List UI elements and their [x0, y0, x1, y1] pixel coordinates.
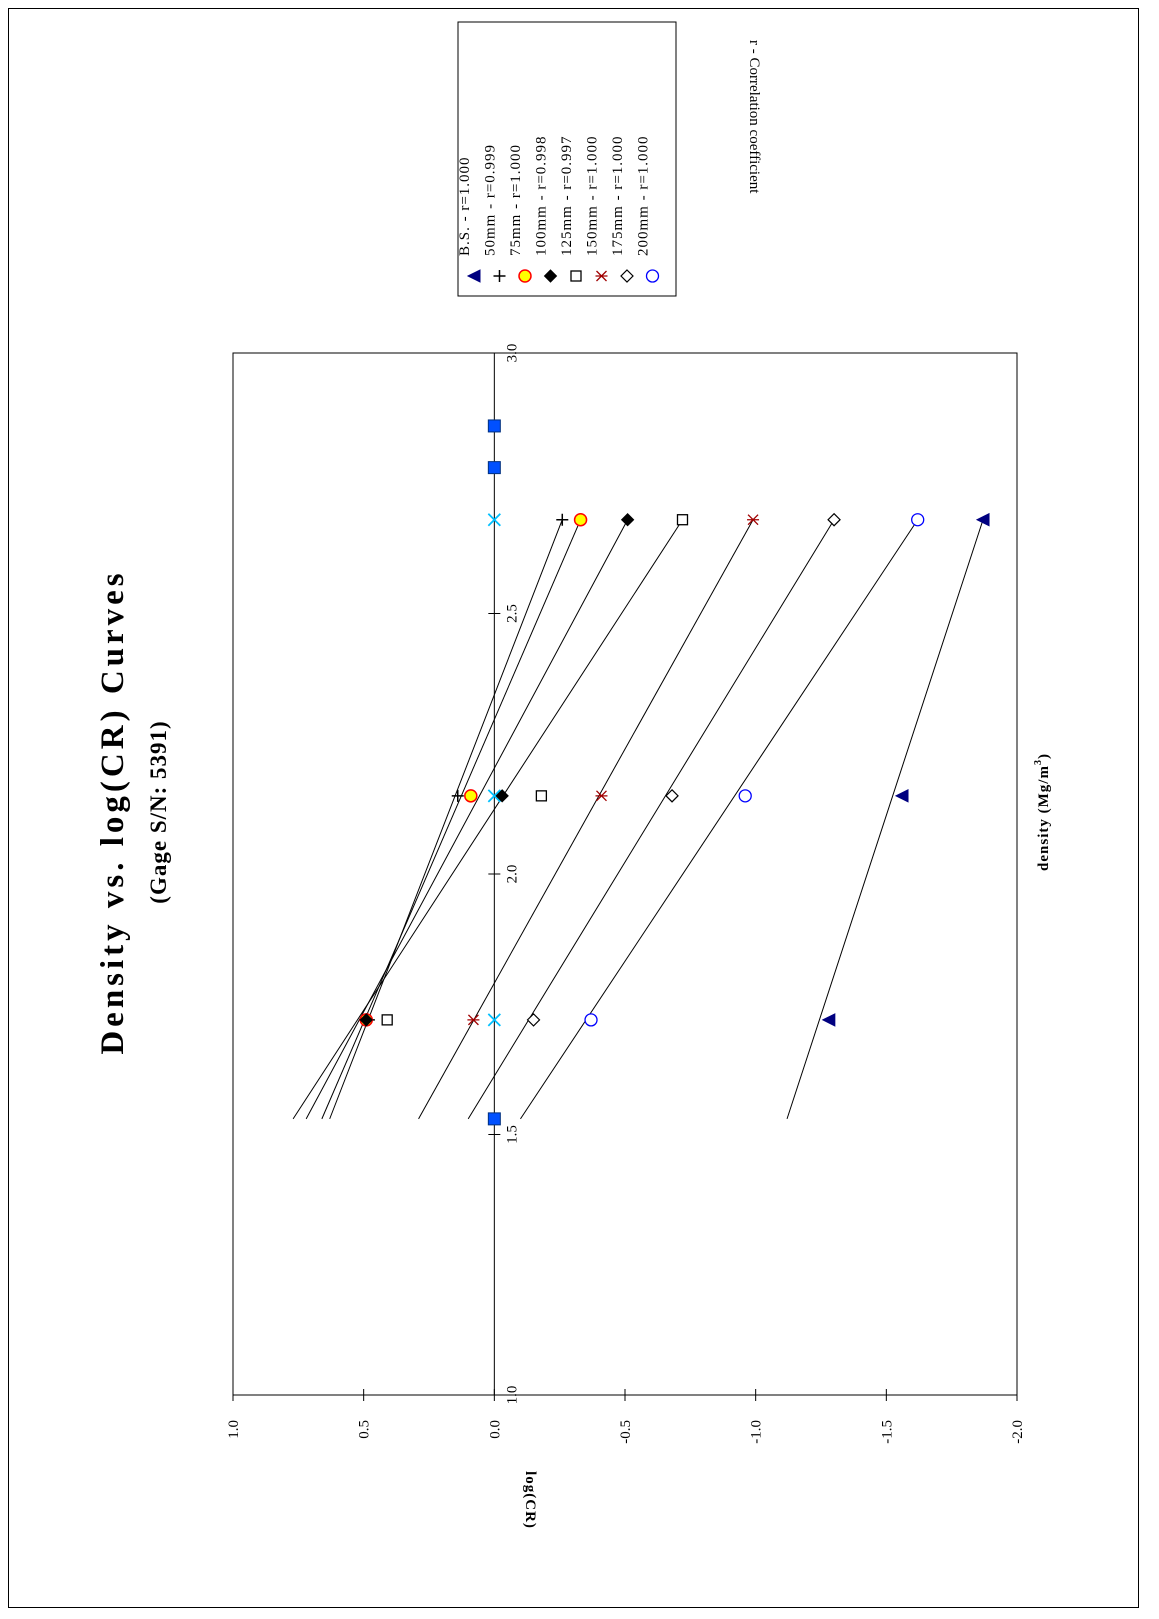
logcr-tick-label: 1.0	[226, 1420, 242, 1439]
data-point-150mm	[595, 790, 608, 802]
data-point-175mm	[526, 1013, 541, 1027]
density-tick-label-group: 3.0	[504, 344, 520, 363]
logcr-tick-label-group: 1.0	[226, 1420, 242, 1439]
data-point-bs	[894, 789, 909, 803]
density-tick-label: 3.0	[504, 344, 520, 363]
logcr-tick-label-group: -0.5	[618, 1420, 634, 1444]
data-point-x-mark	[487, 1013, 501, 1027]
logcr-tick-label: -2.0	[1010, 1420, 1026, 1444]
legend-marker-125mm	[570, 270, 582, 282]
data-point-blue-square	[487, 1112, 501, 1126]
density-tick-label-group: 1.0	[504, 1386, 520, 1405]
data-point-200mm	[584, 1013, 598, 1027]
density-tick-label-group: 1.5	[504, 1125, 520, 1144]
legend-entry-group: 75mm - r=1.000	[508, 144, 524, 256]
legend-label: B.S. - r=1.000	[457, 156, 473, 256]
density-tick-label: 2.5	[504, 604, 520, 623]
fit-line-100mm	[305, 519, 629, 1120]
legend-label: 50mm - r=0.999	[483, 144, 499, 256]
fit-line-150mm	[418, 519, 754, 1120]
data-point-200mm	[911, 513, 925, 527]
legend-entry-group: 125mm - r=0.997	[559, 135, 575, 256]
density-tick-label-group: 2.0	[504, 865, 520, 884]
legend-label: 100mm - r=0.998	[534, 135, 550, 256]
legend-marker-50mm	[493, 270, 506, 282]
density-tick-label: 2.0	[504, 865, 520, 884]
data-point-50mm	[556, 513, 569, 526]
data-point-100mm	[495, 789, 509, 803]
density-tick-label-group: 2.5	[504, 604, 520, 623]
logcr-tick-label: -0.5	[618, 1420, 634, 1444]
legend-entry-group: 100mm - r=0.998	[534, 135, 550, 256]
logcr-tick-label-group: -1.5	[879, 1420, 895, 1444]
legend-box	[457, 21, 677, 297]
logcr-tick-label: -1.0	[749, 1420, 765, 1444]
fit-line-175mm	[467, 519, 835, 1120]
logcr-tick-label: 0.5	[357, 1420, 373, 1439]
logcr-tick-label-group: 0.5	[357, 1420, 373, 1439]
density-tick-label: 1.0	[504, 1386, 520, 1405]
legend-label: 150mm - r=1.000	[585, 135, 601, 256]
data-point-200mm	[738, 789, 752, 803]
logcr-tick-label-group: 0.0	[487, 1420, 503, 1439]
chart-frame	[8, 8, 1139, 1608]
density-tick-label: 1.5	[504, 1125, 520, 1144]
legend-entry-group: 175mm - r=1.000	[610, 135, 626, 256]
plot-area	[232, 352, 1018, 1396]
logcr-tick-label-group: -2.0	[1010, 1420, 1026, 1444]
legend-label: 75mm - r=1.000	[508, 144, 524, 256]
chart-title: Density vs. log(CR) Curves	[95, 569, 131, 1054]
legend-marker-75mm	[518, 269, 532, 283]
data-point-bs	[821, 1013, 836, 1027]
data-point-125mm	[676, 514, 689, 526]
chart-subtitle: (Gage S/N: 5391)	[146, 720, 171, 903]
legend-entry-group: B.S. - r=1.000	[457, 156, 473, 256]
logcr-tick-label: -1.5	[879, 1420, 895, 1444]
fit-line-50mm	[329, 519, 563, 1120]
legend-note: r - Correlation coefficient	[746, 40, 762, 194]
legend-label: 125mm - r=0.997	[559, 135, 575, 256]
legend-entry-group: 200mm - r=1.000	[636, 135, 652, 256]
legend-marker-100mm	[543, 269, 558, 283]
data-point-150mm	[747, 514, 760, 526]
data-point-blue-square	[487, 419, 501, 433]
legend-marker-150mm	[595, 270, 608, 282]
legend-marker-175mm	[620, 269, 634, 283]
data-point-75mm	[573, 512, 588, 527]
legend-marker-bs	[466, 269, 481, 283]
legend-marker-200mm	[645, 269, 660, 283]
y-axis-label: log(CR)	[522, 1471, 538, 1529]
fit-line-75mm	[321, 519, 582, 1120]
data-point-blue-square	[487, 461, 501, 475]
legend-entry-group: 150mm - r=1.000	[585, 135, 601, 256]
legend-entry-group: 50mm - r=0.999	[483, 144, 499, 256]
data-point-175mm	[827, 512, 841, 527]
logcr-tick-label: 0.0	[487, 1420, 503, 1439]
data-point-50mm	[451, 789, 464, 802]
data-point-150mm	[467, 1014, 480, 1026]
data-point-100mm	[359, 1013, 373, 1027]
data-point-175mm	[665, 789, 679, 803]
data-point-125mm	[381, 1014, 393, 1026]
data-point-125mm	[535, 790, 548, 802]
legend-label: 200mm - r=1.000	[636, 135, 652, 256]
data-point-x-mark	[487, 789, 501, 803]
logcr-tick-label-group: -1.0	[749, 1420, 765, 1444]
legend-label: 175mm - r=1.000	[610, 135, 626, 256]
data-point-x-mark	[487, 513, 501, 527]
data-point-75mm	[464, 789, 478, 803]
fit-line-200mm	[520, 519, 919, 1120]
x-axis-label: density (Mg/m3)	[1033, 753, 1052, 871]
fit-line-125mm	[292, 519, 683, 1120]
fit-line-bs	[786, 519, 984, 1120]
data-point-100mm	[620, 513, 635, 527]
data-point-bs	[975, 512, 990, 527]
